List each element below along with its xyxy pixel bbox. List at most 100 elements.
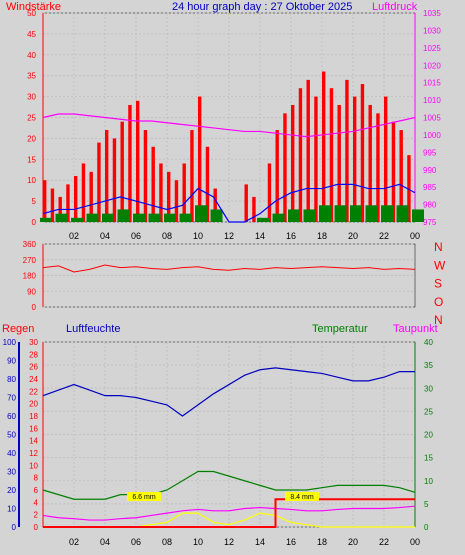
pressure-line (42, 113, 416, 138)
x-tick-label: 08 (162, 537, 172, 547)
calm-bar (381, 205, 393, 222)
y-tick-label: 1025 (423, 44, 441, 53)
gust-bar (97, 142, 101, 222)
y-tick-label: 4 (34, 498, 39, 507)
x-tick-label: 20 (348, 537, 358, 547)
y-tick-label: 100 (3, 338, 17, 347)
y-tick-label: 90 (27, 287, 36, 296)
x-tick-label: 20 (348, 231, 358, 241)
gust-bar (291, 104, 295, 222)
gust-bar (407, 155, 411, 222)
x-tick-label: 18 (317, 537, 327, 547)
wind-line (42, 183, 416, 223)
calm-bar (272, 213, 285, 222)
y-tick-label: 990 (423, 166, 437, 175)
gust-bar (112, 138, 117, 222)
gust-bar (314, 96, 318, 222)
dewpoint-line (42, 505, 416, 521)
y-tick-label: 1010 (423, 96, 441, 105)
y-tick-label: 15 (27, 155, 36, 164)
axis-label: Temperatur (312, 323, 368, 335)
calm-bar (319, 205, 331, 222)
calm-bar (195, 205, 207, 222)
gust-bar (275, 130, 279, 222)
gust-bar (360, 84, 365, 222)
gust-bar (384, 96, 388, 222)
gust-bar (43, 180, 47, 222)
y-tick-label: 40 (7, 449, 16, 458)
chart-title: 24 hour graph day : 27 Oktober 2025 (172, 1, 352, 13)
calm-bar (257, 217, 269, 222)
gust-bar (267, 163, 272, 222)
annotation-bg (127, 492, 161, 501)
gust-bar (198, 96, 202, 222)
y-tick-label: 45 (27, 30, 36, 39)
y-tick-label: 10 (7, 505, 16, 514)
calm-bar (117, 209, 130, 222)
gust-bar (306, 79, 310, 222)
gust-bar (190, 130, 194, 222)
y-tick-label: 90 (7, 357, 16, 366)
y-tick-label: 24 (29, 375, 38, 384)
calm-bar (71, 217, 83, 222)
y-tick-label: 10 (27, 176, 36, 185)
calm-bar (40, 217, 52, 222)
y-tick-label: 50 (27, 9, 36, 18)
y-tick-label: 2 (34, 511, 39, 520)
temperature-line (42, 470, 416, 500)
calm-bar (164, 213, 176, 222)
y-tick-label: 10 (424, 477, 433, 486)
y-tick-label: 70 (7, 394, 16, 403)
axis-label: Luftfeuchte (66, 323, 120, 335)
gust-bar (252, 196, 256, 222)
calm-bar (148, 213, 161, 222)
y-tick-label: 18 (29, 412, 38, 421)
gust-bar (213, 188, 217, 222)
compass-label: N (434, 240, 443, 254)
y-tick-label: 5 (424, 500, 429, 509)
gust-bar (89, 171, 93, 222)
y-tick-label: 30 (7, 468, 16, 477)
gust-bar (283, 113, 287, 222)
y-tick-label: 40 (424, 338, 433, 347)
y-tick-label: 180 (23, 272, 37, 281)
y-tick-label: 0 (34, 523, 39, 532)
y-tick-label: 15 (424, 454, 433, 463)
gust-bar (205, 146, 210, 222)
calm-bar (86, 213, 99, 222)
gust-bar (322, 71, 326, 223)
y-tick-label: 40 (27, 51, 36, 60)
x-tick-label: 16 (286, 231, 296, 241)
calm-bar (179, 213, 192, 222)
calm-bar (412, 209, 424, 222)
gust-bar (50, 188, 55, 222)
y-tick-label: 1020 (423, 61, 441, 70)
calm-bar (210, 209, 223, 222)
gust-bar (174, 180, 179, 222)
y-tick-label: 30 (27, 93, 36, 102)
gust-bar (167, 171, 171, 222)
x-tick-label: 00 (410, 231, 420, 241)
gust-bar (120, 121, 124, 222)
y-tick-label: 0 (12, 523, 17, 532)
y-tick-label: 50 (7, 431, 16, 440)
gust-bar (244, 184, 248, 222)
y-tick-label: 30 (29, 338, 38, 347)
gust-bar (182, 163, 186, 222)
y-tick-label: 1005 (423, 114, 441, 123)
gust-bar (368, 104, 372, 222)
gust-bar (159, 163, 163, 222)
y-tick-label: 35 (27, 72, 36, 81)
y-tick-label: 80 (7, 375, 16, 384)
gust-bar (399, 130, 403, 222)
x-tick-label: 08 (162, 231, 172, 241)
y-tick-label: 25 (424, 407, 433, 416)
y-tick-label: 0 (32, 303, 37, 312)
compass-label: O (434, 295, 443, 309)
axis-label: Windstärke (6, 1, 61, 13)
gust-bar (66, 184, 70, 222)
compass-label: S (434, 277, 442, 291)
y-tick-label: 1015 (423, 79, 441, 88)
direction-line (42, 264, 416, 273)
